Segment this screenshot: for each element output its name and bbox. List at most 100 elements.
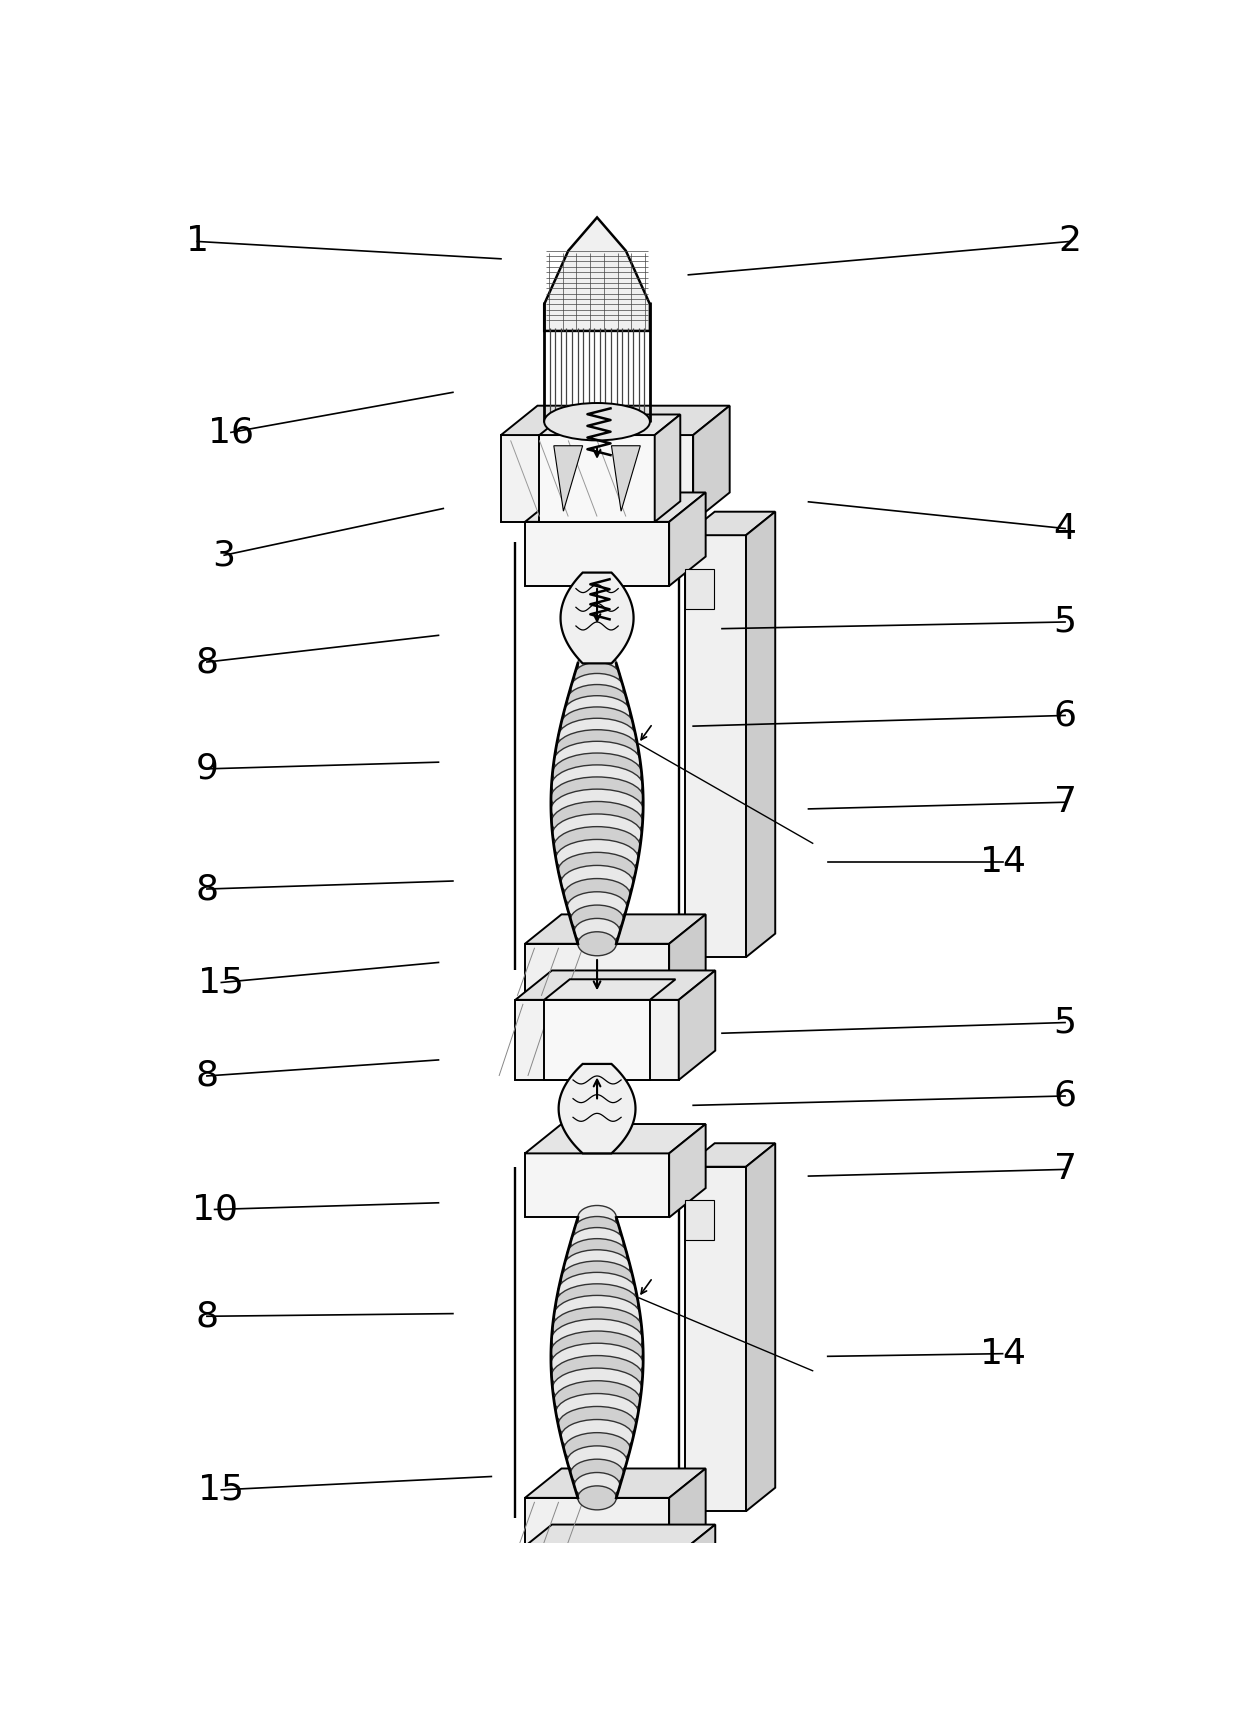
Polygon shape [686, 1167, 746, 1512]
Polygon shape [516, 1524, 715, 1554]
Ellipse shape [558, 1273, 636, 1309]
Ellipse shape [578, 931, 616, 955]
Text: 15: 15 [198, 1472, 244, 1507]
Polygon shape [670, 1124, 706, 1217]
Polygon shape [670, 1469, 706, 1554]
Polygon shape [746, 512, 775, 957]
Polygon shape [501, 435, 693, 522]
Ellipse shape [552, 1356, 642, 1396]
Polygon shape [746, 1143, 775, 1512]
Ellipse shape [570, 673, 624, 702]
Polygon shape [678, 1524, 715, 1618]
Ellipse shape [544, 402, 650, 440]
Ellipse shape [567, 685, 627, 716]
Polygon shape [525, 1153, 670, 1217]
Text: 7: 7 [1054, 786, 1076, 818]
Ellipse shape [574, 1217, 620, 1243]
Polygon shape [611, 446, 640, 512]
Polygon shape [516, 1001, 678, 1080]
Text: 1: 1 [186, 224, 208, 258]
Ellipse shape [560, 1261, 634, 1295]
Text: 14: 14 [980, 844, 1025, 879]
Polygon shape [686, 569, 714, 609]
Polygon shape [516, 971, 715, 1001]
Polygon shape [686, 536, 746, 957]
Ellipse shape [574, 1472, 620, 1498]
Polygon shape [525, 943, 670, 1001]
Ellipse shape [552, 801, 642, 843]
Polygon shape [678, 971, 715, 1080]
Ellipse shape [554, 1380, 640, 1420]
Text: 15: 15 [198, 966, 244, 999]
Text: 2: 2 [1058, 224, 1081, 258]
Ellipse shape [551, 1344, 644, 1384]
Ellipse shape [560, 1420, 634, 1455]
Polygon shape [525, 1124, 706, 1153]
Ellipse shape [554, 827, 640, 865]
Ellipse shape [558, 853, 636, 890]
Text: 5: 5 [1054, 605, 1076, 640]
Ellipse shape [551, 777, 644, 818]
Text: 8: 8 [196, 1299, 218, 1333]
Polygon shape [544, 1001, 650, 1080]
Text: 10: 10 [191, 1193, 238, 1226]
Polygon shape [686, 1200, 714, 1240]
Text: 8: 8 [196, 645, 218, 680]
Ellipse shape [558, 1604, 635, 1658]
Ellipse shape [552, 765, 642, 806]
Ellipse shape [553, 1368, 641, 1408]
Text: 6: 6 [1054, 699, 1076, 732]
Ellipse shape [551, 789, 644, 831]
Ellipse shape [567, 1238, 627, 1269]
Ellipse shape [564, 1250, 630, 1283]
Ellipse shape [556, 1283, 639, 1321]
Polygon shape [539, 414, 681, 435]
Ellipse shape [556, 839, 639, 877]
Polygon shape [525, 1469, 706, 1498]
Ellipse shape [567, 891, 627, 922]
Polygon shape [501, 406, 729, 435]
Text: 6: 6 [1054, 1079, 1076, 1113]
Ellipse shape [554, 1295, 640, 1335]
Text: 9: 9 [196, 753, 218, 786]
Ellipse shape [567, 1446, 627, 1477]
Ellipse shape [564, 879, 630, 912]
Polygon shape [525, 492, 706, 522]
Ellipse shape [558, 718, 636, 754]
Polygon shape [670, 914, 706, 1001]
Ellipse shape [570, 905, 624, 933]
Ellipse shape [556, 730, 639, 768]
Polygon shape [525, 914, 706, 943]
Ellipse shape [553, 753, 641, 792]
Text: 16: 16 [208, 416, 254, 449]
Polygon shape [544, 217, 650, 331]
Text: 14: 14 [980, 1337, 1025, 1370]
Ellipse shape [553, 813, 641, 855]
Polygon shape [554, 446, 583, 512]
Polygon shape [670, 492, 706, 586]
Polygon shape [525, 522, 670, 586]
Text: 8: 8 [196, 1059, 218, 1092]
Text: 5: 5 [1054, 1006, 1076, 1040]
Ellipse shape [560, 707, 634, 742]
Text: 7: 7 [1054, 1153, 1076, 1186]
Polygon shape [539, 435, 655, 522]
Text: 3: 3 [213, 538, 236, 572]
Ellipse shape [558, 1406, 636, 1443]
Polygon shape [525, 1498, 670, 1554]
Ellipse shape [552, 1320, 642, 1359]
Polygon shape [560, 572, 634, 664]
Polygon shape [544, 980, 676, 1001]
Ellipse shape [574, 662, 620, 688]
Ellipse shape [570, 1460, 624, 1488]
Polygon shape [516, 1554, 678, 1618]
Ellipse shape [578, 1205, 616, 1229]
Ellipse shape [554, 742, 640, 780]
Text: 4: 4 [1054, 512, 1076, 546]
Ellipse shape [578, 1486, 616, 1510]
Polygon shape [559, 1065, 635, 1153]
Ellipse shape [560, 865, 634, 900]
Text: 8: 8 [196, 872, 218, 907]
Ellipse shape [556, 1394, 639, 1432]
Ellipse shape [564, 1432, 630, 1465]
